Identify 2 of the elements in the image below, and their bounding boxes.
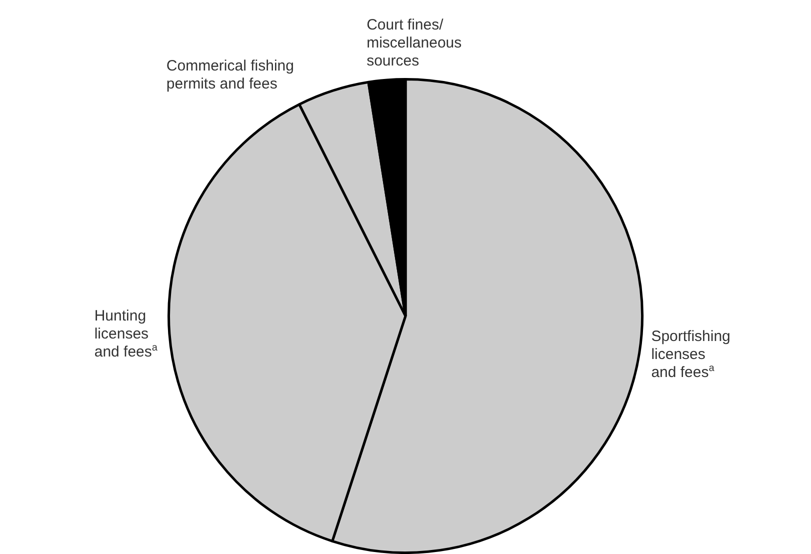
slice-label: Commerical fishing permits and fees — [166, 58, 294, 93]
slice-label: Court fines/ miscellaneous sources — [366, 16, 462, 70]
